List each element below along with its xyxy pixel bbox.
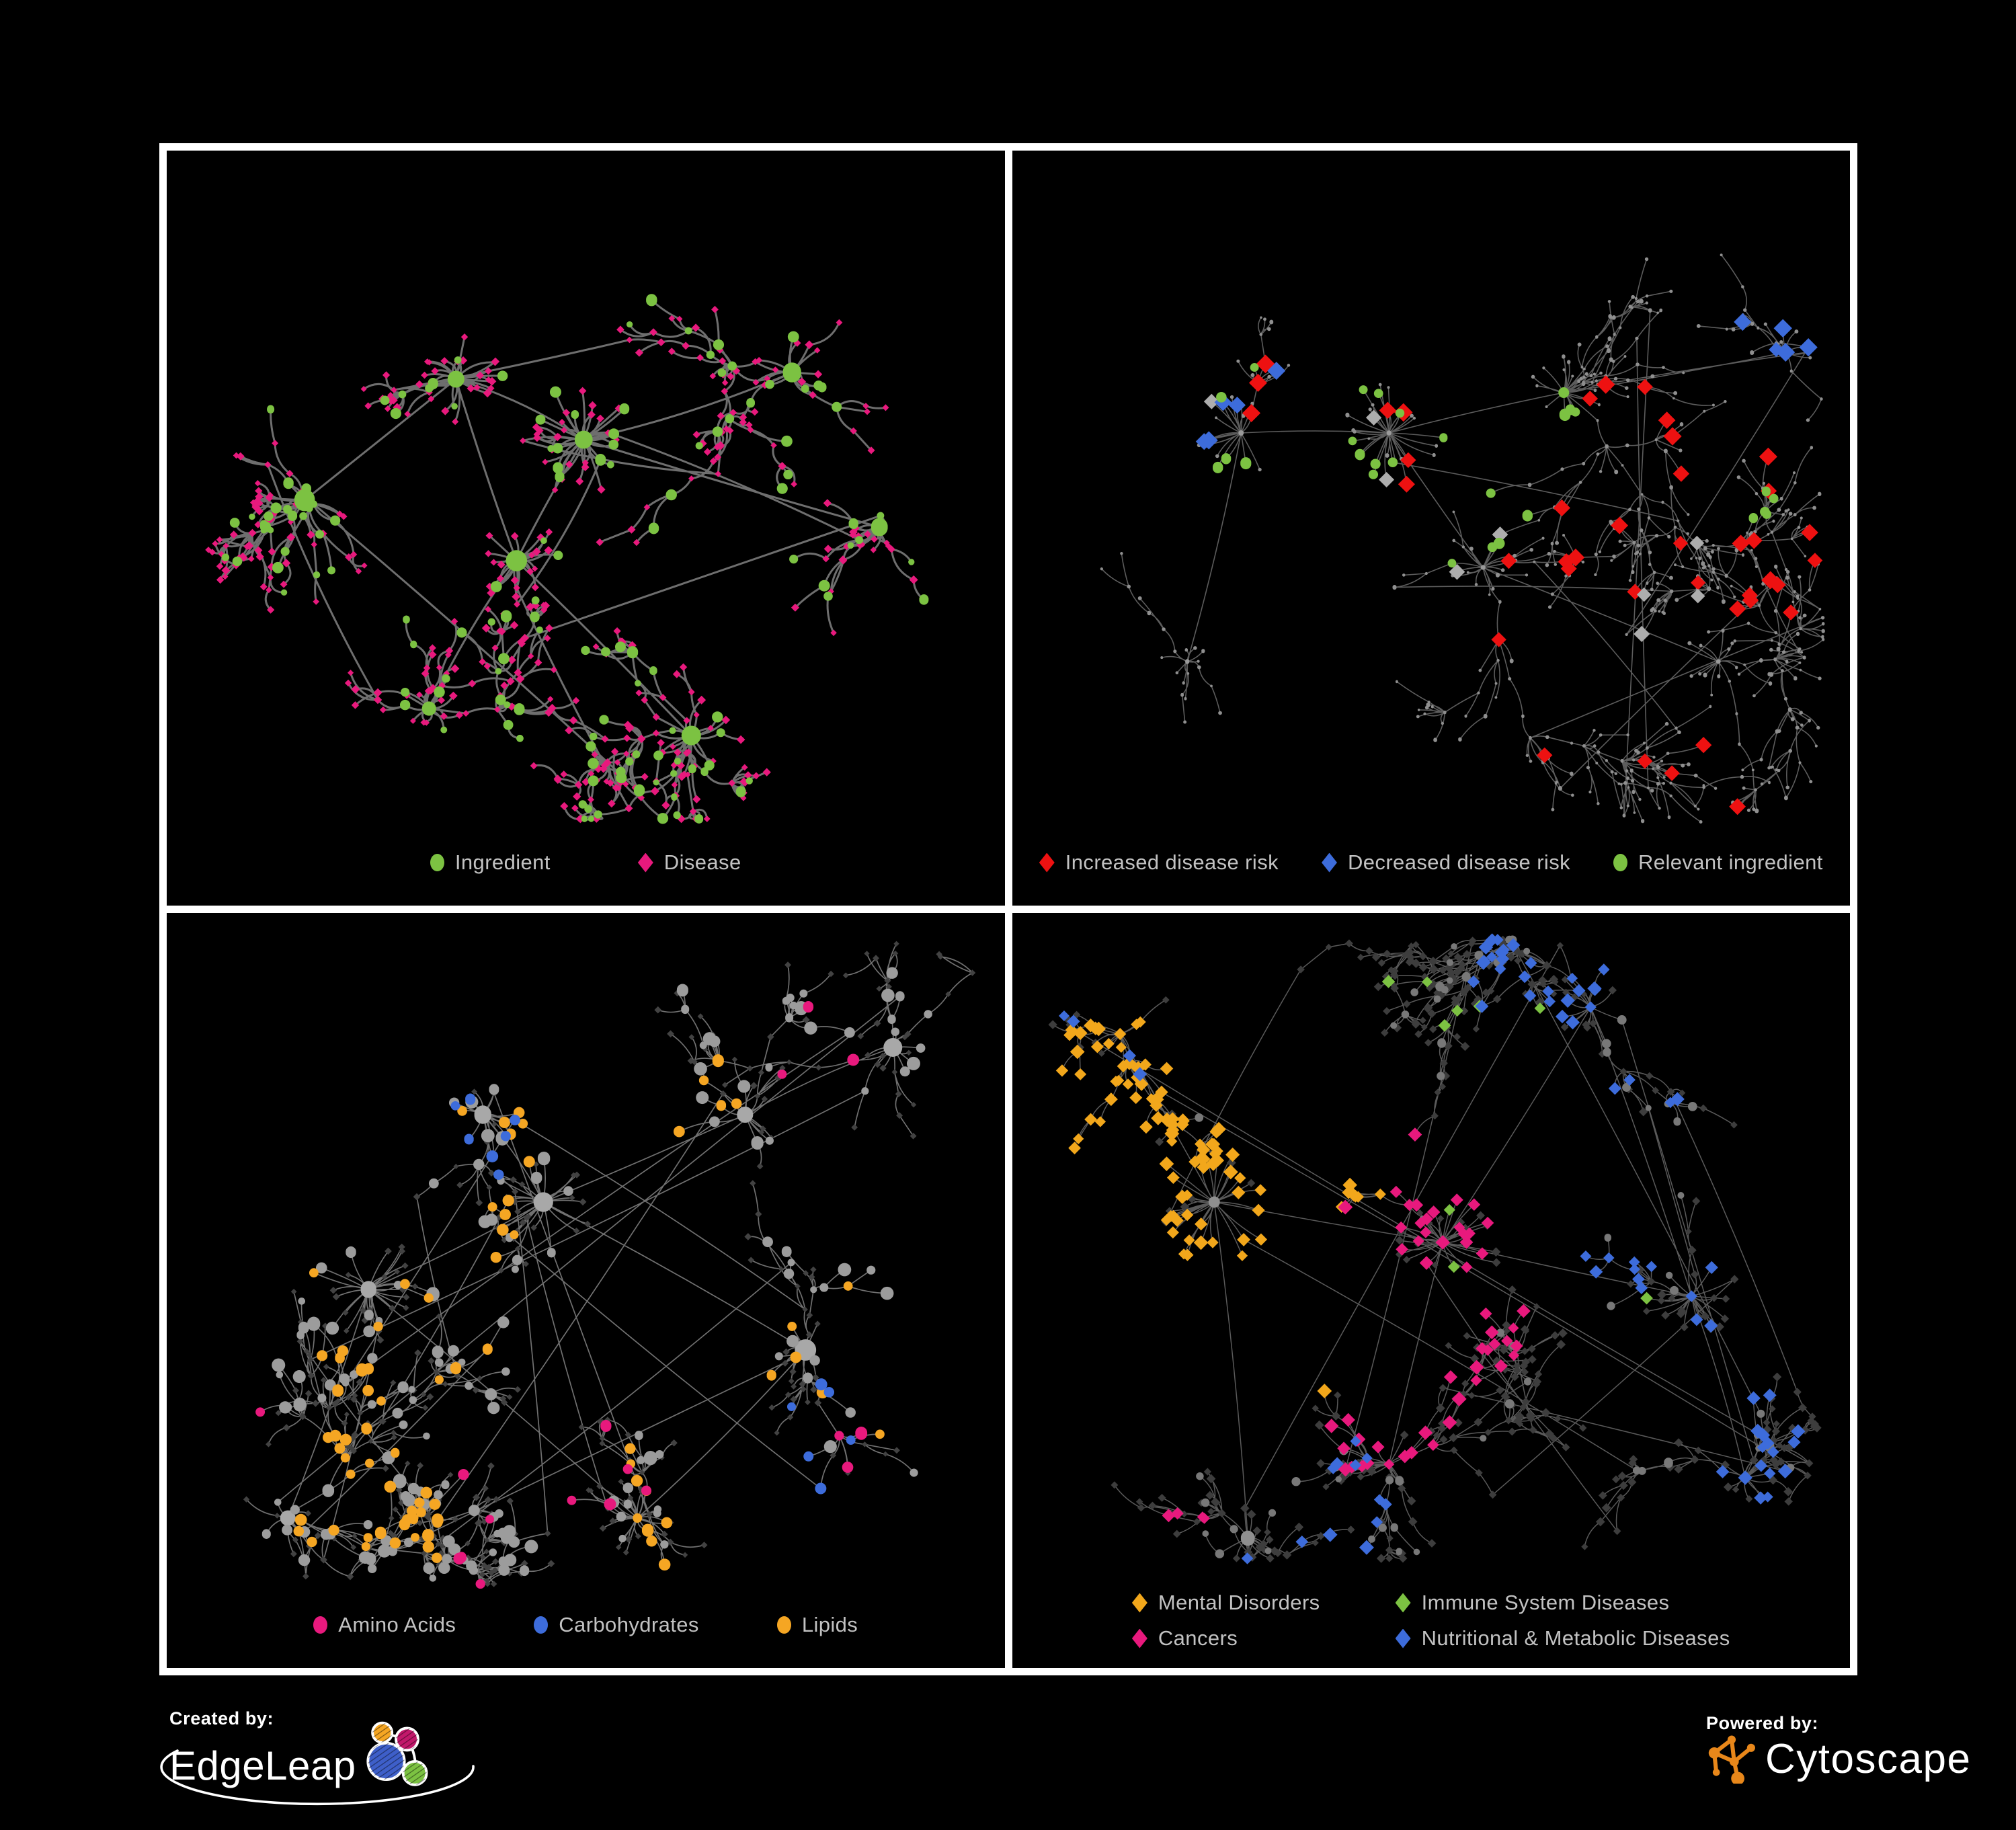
legend-label: Immune System Diseases [1421,1591,1670,1614]
disease-classes-network-graph [1047,933,1822,1564]
legend-item-immune-system-diseases: Immune System Diseases [1395,1591,1730,1615]
legend-item-lipids: Lipids [776,1613,858,1637]
circle-marker-icon [313,1616,328,1634]
legend-item-increased-disease-risk: Increased disease risk [1039,850,1279,875]
cytoscape-wordmark: Cytoscape [1765,1735,1972,1782]
legend-item-relevant-ingredient: Relevant ingredient [1613,850,1823,875]
panel-nutrient-classes-network: Amino Acids Carbohydrates Lipids [167,913,1005,1668]
cytoscape-brand-row: Cytoscape [1706,1735,1971,1784]
edgeleap-brand-row: EdgeLeap [160,1721,475,1806]
created-by-credit: Created by: EdgeLeap [160,1708,475,1806]
figure-grid: Ingredient Disease Increased disease risk… [159,143,1857,1675]
edgeleap-logo-icon [366,1721,428,1786]
legend-item-ingredient: Ingredient [430,850,551,875]
edgeleap-wordmark: EdgeLeap [169,1743,356,1788]
nutrient-classes-legend: Amino Acids Carbohydrates Lipids [167,1613,1005,1637]
legend-item-decreased-disease-risk: Decreased disease risk [1322,850,1570,875]
cytoscape-logo-icon [1708,1735,1755,1784]
disease-risk-legend: Increased disease risk Decreased disease … [1012,850,1851,875]
legend-item-cancers: Cancers [1131,1626,1320,1650]
legend-label: Disease [663,850,741,874]
circle-marker-icon [534,1616,549,1634]
circle-marker-icon [776,1616,791,1634]
legend-item-nutritional-metabolic-diseases: Nutritional & Metabolic Diseases [1395,1626,1730,1650]
ingredient-disease-legend: Ingredient Disease [167,850,1005,875]
powered-by-credit: Powered by: [1706,1713,1971,1784]
nutrient-classes-network-graph [243,941,976,1589]
diamond-marker-icon [637,852,653,873]
panel-ingredient-disease-network: Ingredient Disease [167,151,1005,906]
powered-by-label: Powered by: [1706,1713,1819,1733]
diamond-marker-icon [1395,1593,1411,1613]
legend-item-carbohydrates: Carbohydrates [534,1613,699,1637]
disease-classes-legend: Mental Disorders Immune System Diseases Ca… [1012,1591,1851,1650]
panel-disease-classes-network: Mental Disorders Immune System Diseases Ca… [1012,913,1851,1668]
diamond-marker-icon [1322,852,1337,873]
diamond-marker-icon [1039,852,1055,873]
panel-disease-risk-network: Increased disease risk Decreased disease … [1012,151,1851,906]
disease-risk-network-graph [1100,253,1825,824]
legend-item-mental-disorders: Mental Disorders [1131,1591,1320,1615]
legend-label: Cancers [1158,1626,1238,1650]
legend-label: Carbohydrates [559,1613,699,1636]
legend-item-disease: Disease [637,850,741,875]
legend-label: Decreased disease risk [1348,850,1571,874]
legend-label: Ingredient [454,850,551,874]
legend-item-amino-acids: Amino Acids [313,1613,456,1637]
circle-marker-icon [430,854,444,871]
legend-label: Amino Acids [338,1613,456,1636]
legend-label: Increased disease risk [1065,850,1279,874]
created-by-label: Created by: [169,1708,274,1728]
diamond-marker-icon [1131,1628,1147,1648]
diamond-marker-icon [1131,1593,1147,1613]
legend-label: Lipids [801,1613,858,1636]
ingredient-disease-network-graph [205,294,929,824]
legend-label: Relevant ingredient [1638,850,1823,874]
circle-marker-icon [1613,854,1628,871]
legend-label: Nutritional & Metabolic Diseases [1421,1626,1730,1650]
diamond-marker-icon [1395,1628,1411,1648]
legend-label: Mental Disorders [1158,1591,1320,1614]
